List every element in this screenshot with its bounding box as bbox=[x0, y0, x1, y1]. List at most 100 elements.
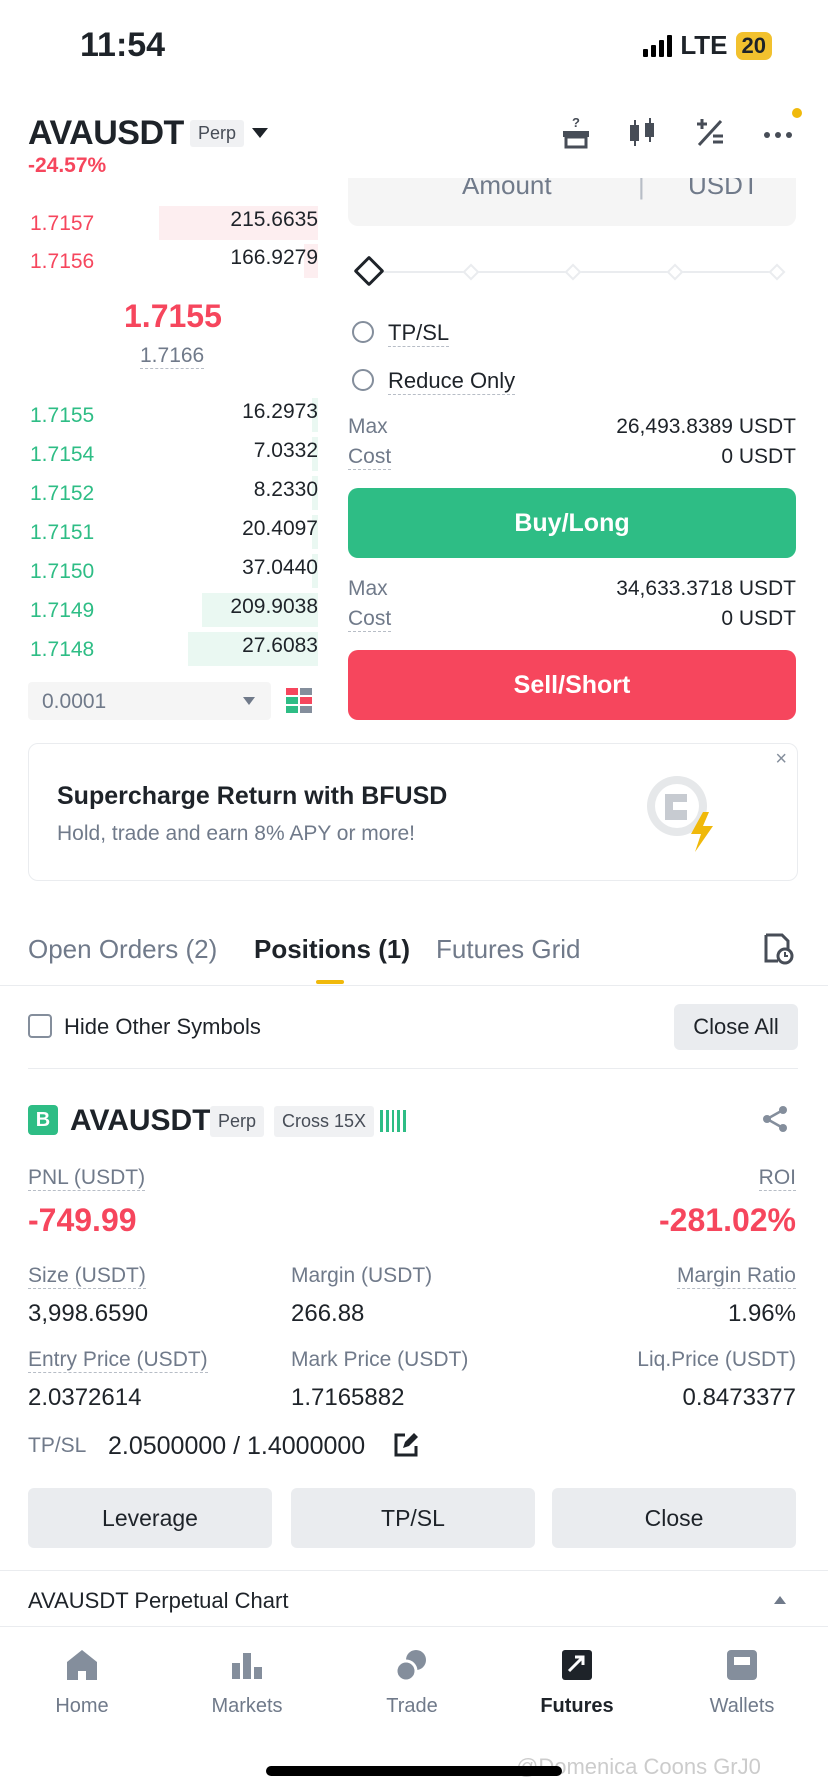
bid-depth-bar bbox=[312, 398, 318, 432]
tab-futures-grid[interactable]: Futures Grid bbox=[436, 934, 581, 964]
bid-row[interactable]: 1.7155 16.2973 bbox=[28, 398, 318, 432]
slider-node-75[interactable] bbox=[666, 263, 684, 281]
close-position-button[interactable]: Close bbox=[552, 1488, 796, 1548]
hide-other-symbols-label[interactable]: Hide Other Symbols bbox=[64, 1014, 261, 1039]
trade-icon bbox=[394, 1650, 426, 1683]
promo-banner[interactable]: Supercharge Return with BFUSD Hold, trad… bbox=[28, 743, 798, 881]
bfusd-logo-icon bbox=[643, 772, 727, 856]
signal-icon bbox=[643, 34, 673, 57]
pnl-label: PNL (USDT) bbox=[28, 1166, 146, 1191]
close-icon[interactable]: × bbox=[775, 748, 787, 770]
bid-depth-bar bbox=[202, 593, 318, 627]
candlestick-icon[interactable] bbox=[622, 112, 662, 152]
roi-label: ROI bbox=[758, 1166, 796, 1191]
amount-unit[interactable]: USDT bbox=[688, 178, 759, 200]
chart-divider bbox=[0, 1570, 828, 1571]
ask-qty: 166.9279 bbox=[230, 246, 318, 269]
bid-depth-bar bbox=[312, 554, 318, 588]
price-change: -24.57% bbox=[28, 154, 107, 177]
sell-short-button[interactable]: Sell/Short bbox=[348, 650, 796, 720]
position-margin-tag[interactable]: Cross 15X bbox=[274, 1106, 375, 1137]
margin-ratio-value: 1.96% bbox=[727, 1300, 796, 1327]
home-indicator[interactable] bbox=[266, 1766, 562, 1776]
close-all-button[interactable]: Close All bbox=[674, 1004, 798, 1050]
tab-positions[interactable]: Positions (1) bbox=[254, 934, 411, 964]
mark-price[interactable]: 1.7166 bbox=[140, 344, 205, 369]
nav-home[interactable]: Home bbox=[12, 1647, 152, 1718]
bid-depth-bar bbox=[312, 437, 318, 471]
bid-qty: 209.9038 bbox=[230, 595, 318, 618]
tpsl-button[interactable]: TP/SL bbox=[291, 1488, 535, 1548]
tabs-divider bbox=[0, 985, 828, 986]
bid-row[interactable]: 1.7149 209.9038 bbox=[28, 593, 318, 627]
ask-row[interactable]: 1.7157 215.6635 bbox=[28, 206, 318, 240]
bid-price: 1.7150 bbox=[30, 560, 95, 583]
nav-wallets[interactable]: Wallets bbox=[672, 1647, 812, 1718]
nav-wallets-label: Wallets bbox=[709, 1695, 775, 1717]
sell-max-value: 34,633.3718 USDT bbox=[616, 577, 796, 600]
nav-futures[interactable]: Futures bbox=[507, 1647, 647, 1718]
nav-markets-label: Markets bbox=[211, 1695, 283, 1717]
chevron-down-icon bbox=[243, 697, 255, 705]
chart-toggle-label[interactable]: AVAUSDT Perpetual Chart bbox=[28, 1588, 289, 1613]
wallet-icon bbox=[727, 1650, 757, 1680]
buy-cost-label: Cost bbox=[348, 445, 392, 470]
calculator-icon[interactable] bbox=[690, 112, 730, 152]
symbol-dropdown-icon[interactable] bbox=[252, 128, 268, 138]
tab-open-orders[interactable]: Open Orders (2) bbox=[28, 934, 218, 964]
network-label: LTE bbox=[680, 30, 728, 60]
leverage-button[interactable]: Leverage bbox=[28, 1488, 272, 1548]
last-price[interactable]: 1.7155 bbox=[124, 298, 222, 334]
size-value: 3,998.6590 bbox=[28, 1300, 149, 1327]
hide-other-symbols-checkbox[interactable] bbox=[28, 1014, 52, 1038]
nav-markets[interactable]: Markets bbox=[177, 1647, 317, 1718]
history-icon[interactable] bbox=[762, 933, 794, 965]
chevron-up-icon[interactable] bbox=[774, 1596, 786, 1604]
bid-price: 1.7148 bbox=[30, 638, 95, 661]
bid-row[interactable]: 1.7150 37.0440 bbox=[28, 554, 318, 588]
buy-long-button[interactable]: Buy/Long bbox=[348, 488, 796, 558]
position-symbol[interactable]: AVAUSDT bbox=[70, 1104, 211, 1137]
slider-node-25[interactable] bbox=[462, 263, 480, 281]
amount-input[interactable]: Amount | USDT bbox=[348, 178, 796, 226]
tpsl-option-label[interactable]: TP/SL bbox=[388, 320, 450, 347]
bid-row[interactable]: 1.7151 20.4097 bbox=[28, 515, 318, 549]
bid-row[interactable]: 1.7154 7.0332 bbox=[28, 437, 318, 471]
svg-text:?: ? bbox=[572, 115, 580, 130]
futures-icon bbox=[562, 1650, 592, 1680]
ask-depth-bar bbox=[158, 206, 318, 240]
entry-price-label: Entry Price (USDT) bbox=[28, 1348, 208, 1373]
nav-trade[interactable]: Trade bbox=[342, 1647, 482, 1718]
adl-indicator-icon bbox=[380, 1110, 406, 1132]
edit-icon[interactable] bbox=[393, 1432, 419, 1458]
share-icon[interactable] bbox=[760, 1104, 790, 1134]
margin-label: Margin (USDT) bbox=[291, 1264, 433, 1287]
orderbook-layout-icon[interactable] bbox=[286, 686, 314, 714]
precision-select[interactable]: 0.0001 bbox=[28, 682, 271, 720]
promo-title: Supercharge Return with BFUSD bbox=[57, 782, 448, 810]
bid-qty: 7.0332 bbox=[253, 439, 318, 462]
bid-price: 1.7149 bbox=[30, 599, 95, 622]
bid-row[interactable]: 1.7148 27.6083 bbox=[28, 632, 318, 666]
tpsl-radio[interactable] bbox=[352, 321, 374, 343]
buy-max-label: Max bbox=[348, 415, 388, 438]
reduce-only-label[interactable]: Reduce Only bbox=[388, 368, 516, 395]
ask-row[interactable]: 1.7156 166.9279 bbox=[28, 244, 318, 278]
contract-type-tag: Perp bbox=[190, 120, 245, 147]
bid-row[interactable]: 1.7152 8.2330 bbox=[28, 476, 318, 510]
slider-node-100[interactable] bbox=[768, 263, 786, 281]
symbol-title[interactable]: AVAUSDT bbox=[28, 114, 184, 152]
reduce-only-radio[interactable] bbox=[352, 369, 374, 391]
bottom-nav: Home Markets Trade Futures Wallets bbox=[0, 1626, 828, 1792]
amount-placeholder: Amount bbox=[462, 178, 552, 200]
margin-ratio-label: Margin Ratio bbox=[676, 1264, 796, 1289]
slider-node-50[interactable] bbox=[564, 263, 582, 281]
promo-subtitle: Hold, trade and earn 8% APY or more! bbox=[57, 822, 415, 845]
side-badge: B bbox=[28, 1105, 58, 1135]
more-icon[interactable] bbox=[758, 112, 798, 152]
amount-slider-thumb[interactable] bbox=[353, 255, 385, 287]
gift-help-icon[interactable]: ? bbox=[556, 112, 596, 152]
status-indicators: LTE 20 bbox=[643, 30, 772, 61]
position-perp-tag: Perp bbox=[210, 1106, 265, 1137]
mark-price-value: 1.7165882 bbox=[291, 1384, 405, 1411]
